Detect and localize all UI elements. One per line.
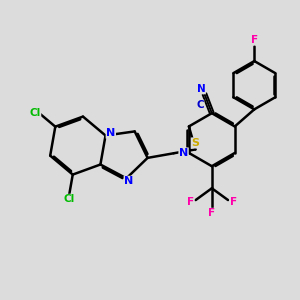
- Text: F: F: [187, 196, 194, 206]
- Text: F: F: [251, 35, 258, 45]
- Text: Cl: Cl: [29, 108, 41, 118]
- Text: N: N: [106, 128, 116, 138]
- Text: S: S: [191, 138, 200, 148]
- Text: N: N: [196, 84, 205, 94]
- Text: N: N: [124, 176, 134, 186]
- Text: F: F: [208, 208, 215, 218]
- Text: C: C: [196, 100, 204, 110]
- Text: F: F: [230, 196, 237, 206]
- Text: N: N: [179, 148, 188, 158]
- Text: Cl: Cl: [64, 194, 75, 204]
